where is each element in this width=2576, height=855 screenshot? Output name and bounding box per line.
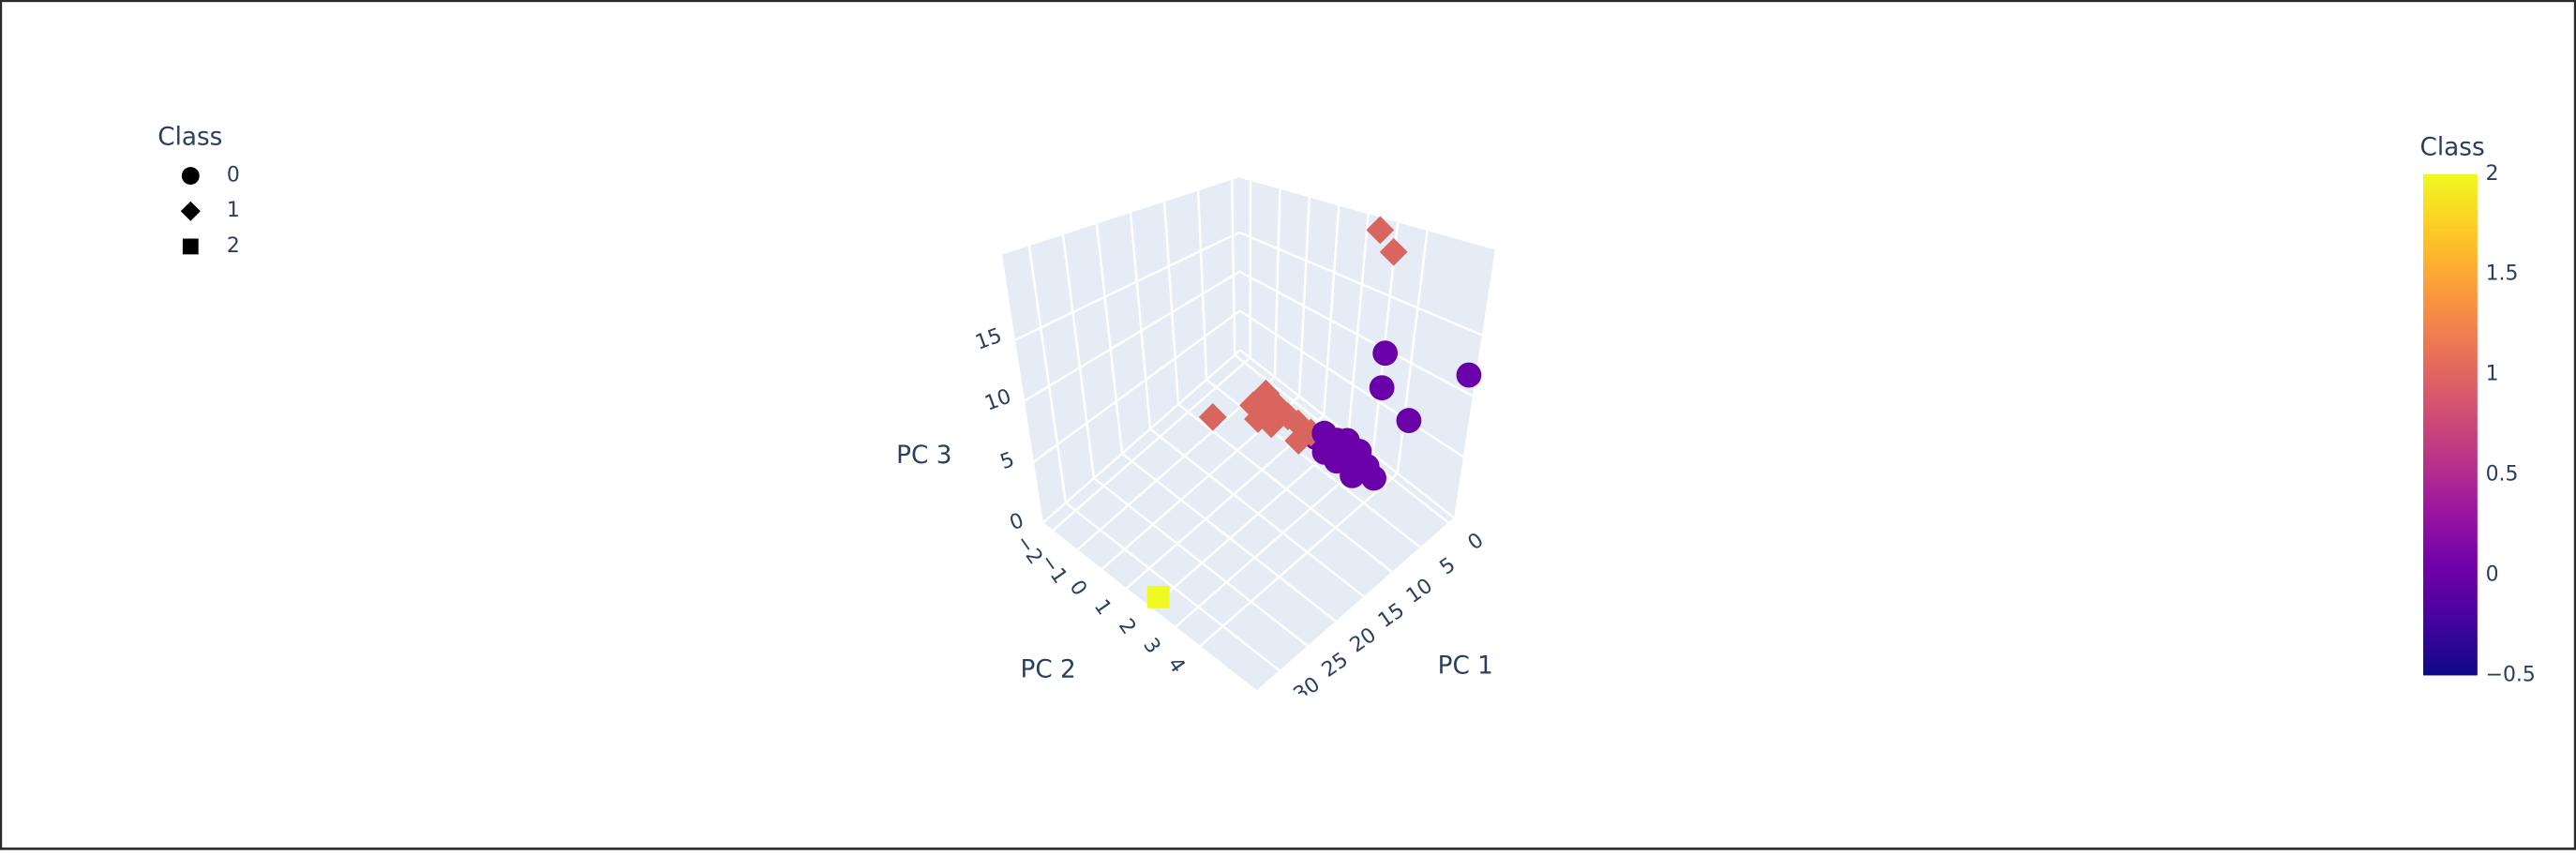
colorbar-tick-label: 1.5 — [2486, 262, 2519, 286]
legend-label: 0 — [227, 164, 240, 188]
y-axis-title: PC 2 — [1020, 656, 1075, 684]
colorbar-tick-label: 2 — [2486, 162, 2499, 186]
data-point — [1370, 375, 1395, 400]
x-axis-title: PC 1 — [1438, 652, 1493, 680]
legend-label: 2 — [227, 234, 240, 258]
colorbar-tick-label: 0.5 — [2486, 463, 2519, 487]
data-point — [1457, 363, 1482, 388]
data-point — [1147, 586, 1170, 608]
data-point — [1397, 408, 1422, 433]
colorbar-gradient — [2423, 174, 2478, 676]
colorbar-tick-label: 1 — [2486, 363, 2499, 386]
data-point — [1372, 340, 1398, 366]
data-point — [1361, 466, 1386, 491]
legend-symbol — [183, 239, 199, 255]
colorbar-tick-label: 0 — [2486, 563, 2499, 587]
colorbar-title: Class — [2420, 133, 2485, 161]
legend-symbol — [182, 167, 200, 185]
colorbar-tick-label: −0.5 — [2486, 663, 2536, 686]
z-axis-title: PC 3 — [896, 442, 951, 470]
legend-title: Class — [157, 124, 222, 152]
legend-label: 1 — [227, 199, 240, 222]
